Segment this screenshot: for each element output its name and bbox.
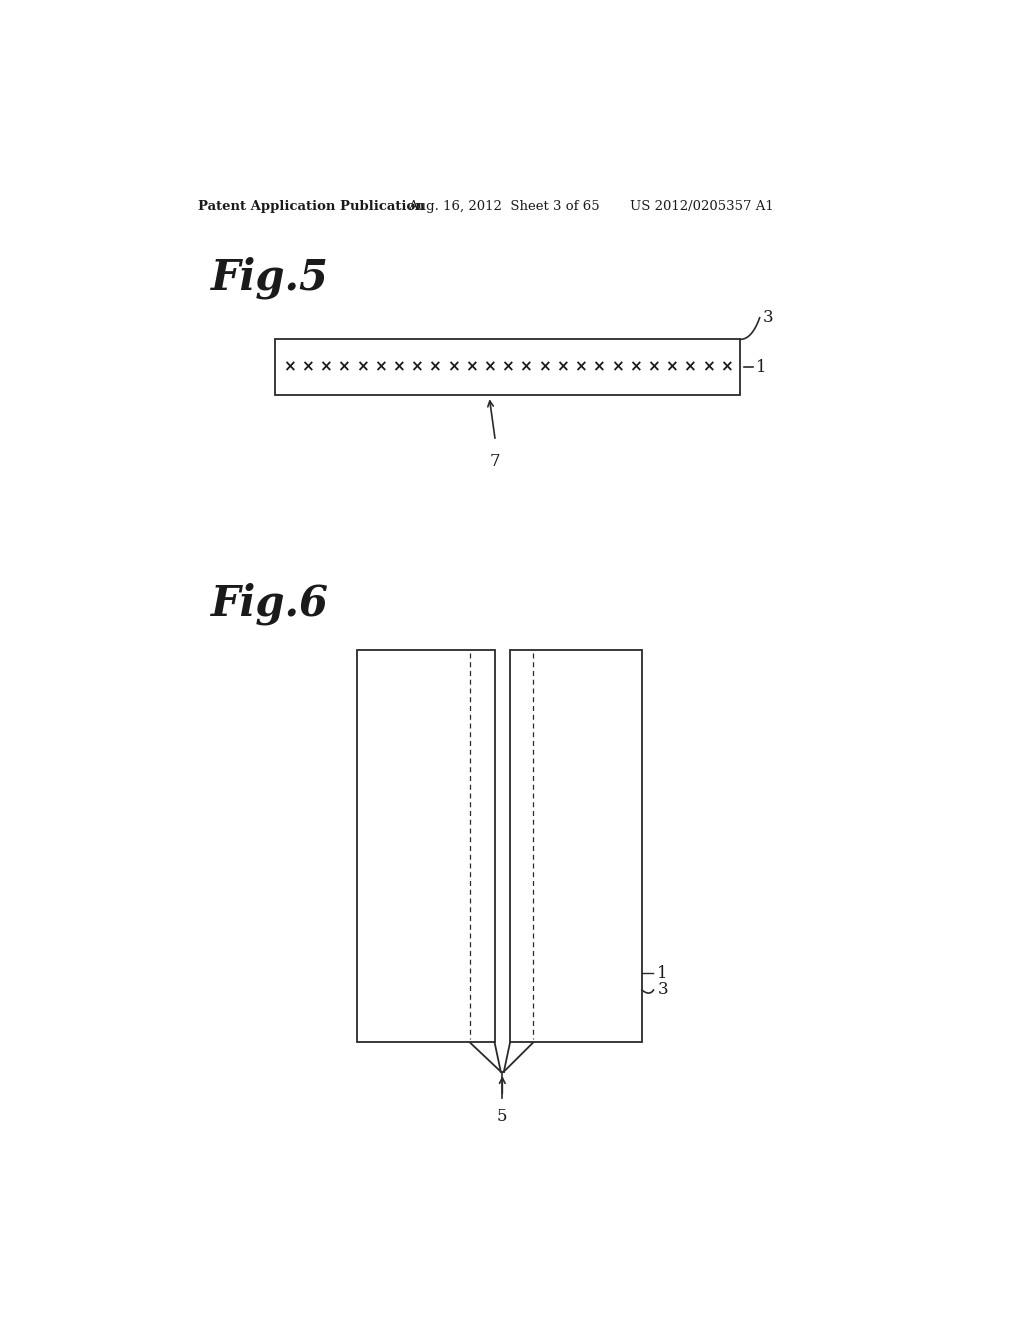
Text: ×: ×	[355, 359, 369, 375]
Text: 7: 7	[490, 453, 501, 470]
Text: ×: ×	[301, 359, 313, 375]
Text: ×: ×	[446, 359, 460, 375]
Bar	[510, 649, 642, 1043]
Text: ×: ×	[338, 359, 350, 375]
Text: 1: 1	[756, 359, 766, 376]
Text: ×: ×	[666, 359, 678, 375]
Text: ×: ×	[392, 359, 404, 375]
Text: ×: ×	[629, 359, 642, 375]
Text: US 2012/0205357 A1: US 2012/0205357 A1	[630, 199, 774, 213]
Text: 1: 1	[657, 965, 668, 982]
Text: ×: ×	[647, 359, 659, 375]
Text: ×: ×	[374, 359, 387, 375]
Text: 3: 3	[657, 982, 668, 998]
Text: ×: ×	[483, 359, 496, 375]
Text: ×: ×	[538, 359, 551, 375]
Text: ×: ×	[465, 359, 478, 375]
Text: ×: ×	[502, 359, 514, 375]
Text: ×: ×	[610, 359, 624, 375]
Text: ×: ×	[720, 359, 733, 375]
Text: Aug. 16, 2012  Sheet 3 of 65: Aug. 16, 2012 Sheet 3 of 65	[409, 199, 600, 213]
Text: ×: ×	[519, 359, 532, 375]
Text: ×: ×	[428, 359, 441, 375]
Text: Fig.5: Fig.5	[211, 256, 329, 300]
Text: Fig.6: Fig.6	[211, 582, 329, 624]
Text: ×: ×	[701, 359, 715, 375]
Text: Patent Application Publication: Patent Application Publication	[198, 199, 425, 213]
Text: ×: ×	[574, 359, 587, 375]
Text: ×: ×	[683, 359, 696, 375]
Text: 5: 5	[497, 1107, 508, 1125]
Bar	[356, 649, 495, 1043]
Text: ×: ×	[556, 359, 568, 375]
Text: ×: ×	[319, 359, 332, 375]
Text: 3: 3	[763, 309, 773, 326]
Text: ×: ×	[411, 359, 423, 375]
Text: ×: ×	[593, 359, 605, 375]
Text: ×: ×	[283, 359, 296, 375]
Bar	[275, 339, 740, 395]
